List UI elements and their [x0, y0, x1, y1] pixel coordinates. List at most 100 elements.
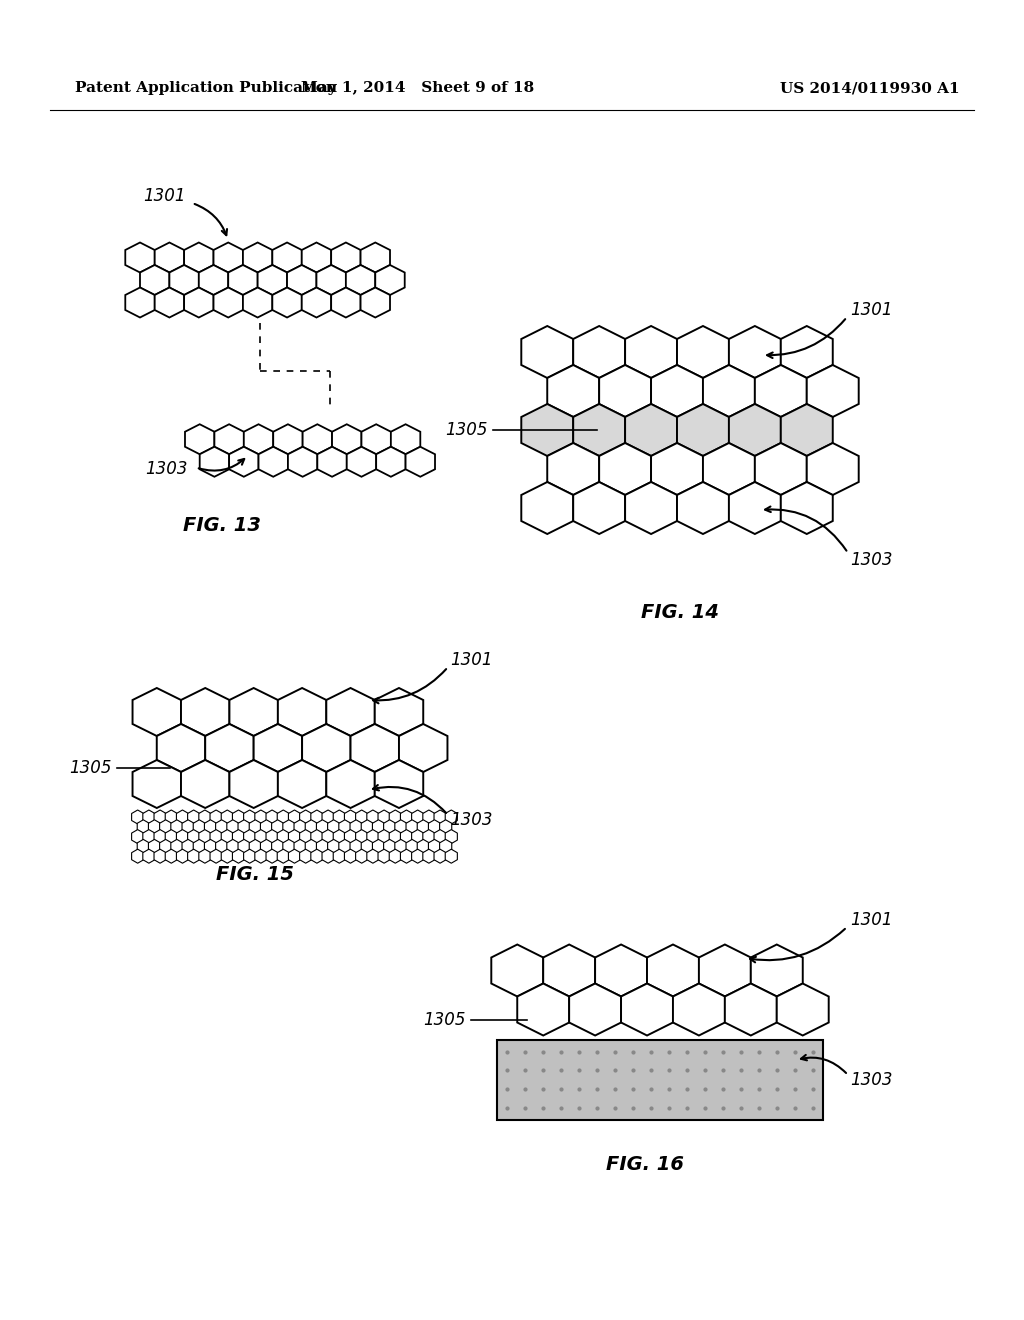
Polygon shape — [302, 723, 350, 772]
Polygon shape — [729, 404, 781, 455]
Polygon shape — [647, 945, 699, 997]
Polygon shape — [373, 820, 385, 834]
Polygon shape — [311, 849, 323, 863]
Polygon shape — [400, 810, 413, 824]
Polygon shape — [176, 849, 188, 863]
Polygon shape — [399, 723, 447, 772]
Polygon shape — [199, 810, 211, 824]
Polygon shape — [547, 444, 599, 495]
Polygon shape — [289, 849, 300, 863]
Polygon shape — [165, 829, 177, 843]
Polygon shape — [221, 849, 233, 863]
Polygon shape — [232, 829, 245, 843]
Polygon shape — [289, 810, 300, 824]
Polygon shape — [328, 820, 340, 834]
Polygon shape — [400, 849, 413, 863]
Polygon shape — [407, 820, 418, 834]
Polygon shape — [355, 829, 368, 843]
Polygon shape — [182, 820, 195, 834]
Polygon shape — [344, 829, 356, 843]
Polygon shape — [216, 820, 227, 834]
Polygon shape — [210, 849, 222, 863]
Polygon shape — [333, 829, 345, 843]
Text: 1305: 1305 — [70, 759, 112, 777]
Text: 1303: 1303 — [850, 1071, 893, 1089]
Polygon shape — [780, 404, 833, 455]
Polygon shape — [361, 424, 391, 454]
Polygon shape — [350, 840, 362, 854]
Polygon shape — [725, 983, 777, 1035]
Polygon shape — [367, 849, 379, 863]
Polygon shape — [244, 849, 256, 863]
Polygon shape — [137, 840, 150, 854]
Polygon shape — [157, 723, 205, 772]
Polygon shape — [445, 849, 458, 863]
Polygon shape — [165, 849, 177, 863]
Polygon shape — [517, 983, 569, 1035]
Polygon shape — [373, 840, 385, 854]
Polygon shape — [407, 840, 418, 854]
Polygon shape — [702, 444, 755, 495]
Polygon shape — [294, 840, 306, 854]
Polygon shape — [412, 829, 424, 843]
Polygon shape — [184, 288, 214, 318]
Polygon shape — [389, 810, 401, 824]
Polygon shape — [360, 243, 390, 272]
Polygon shape — [272, 243, 302, 272]
Polygon shape — [751, 945, 803, 997]
Text: 1305: 1305 — [445, 421, 488, 440]
Polygon shape — [375, 760, 423, 808]
Polygon shape — [278, 849, 290, 863]
Polygon shape — [132, 810, 143, 824]
Polygon shape — [266, 849, 279, 863]
Polygon shape — [625, 482, 677, 535]
Polygon shape — [395, 840, 407, 854]
Text: 1303: 1303 — [850, 550, 893, 569]
Polygon shape — [249, 820, 261, 834]
Polygon shape — [311, 810, 323, 824]
Polygon shape — [673, 983, 725, 1035]
Polygon shape — [249, 840, 261, 854]
Polygon shape — [272, 288, 302, 318]
Polygon shape — [406, 446, 435, 477]
Polygon shape — [169, 265, 199, 294]
Polygon shape — [428, 820, 440, 834]
Polygon shape — [266, 829, 279, 843]
Polygon shape — [328, 840, 340, 854]
Polygon shape — [423, 810, 435, 824]
Polygon shape — [244, 424, 273, 454]
Polygon shape — [375, 688, 423, 737]
Polygon shape — [412, 849, 424, 863]
Polygon shape — [445, 810, 458, 824]
Polygon shape — [543, 945, 595, 997]
Polygon shape — [702, 366, 755, 417]
Polygon shape — [547, 366, 599, 417]
Polygon shape — [283, 820, 295, 834]
Polygon shape — [360, 288, 390, 318]
Polygon shape — [367, 829, 379, 843]
Polygon shape — [492, 945, 544, 997]
Polygon shape — [258, 265, 287, 294]
Polygon shape — [132, 849, 143, 863]
Polygon shape — [347, 446, 376, 477]
Text: FIG. 16: FIG. 16 — [606, 1155, 684, 1175]
Text: May 1, 2014   Sheet 9 of 18: May 1, 2014 Sheet 9 of 18 — [301, 81, 535, 95]
Polygon shape — [573, 326, 626, 378]
Polygon shape — [573, 482, 626, 535]
Polygon shape — [187, 849, 200, 863]
Polygon shape — [305, 840, 317, 854]
Polygon shape — [339, 840, 351, 854]
Polygon shape — [423, 829, 435, 843]
Polygon shape — [132, 760, 181, 808]
Polygon shape — [333, 810, 345, 824]
Polygon shape — [305, 820, 317, 834]
Polygon shape — [777, 983, 828, 1035]
Polygon shape — [439, 840, 452, 854]
Polygon shape — [300, 810, 311, 824]
Polygon shape — [205, 840, 216, 854]
Polygon shape — [346, 265, 376, 294]
Polygon shape — [384, 840, 395, 854]
Polygon shape — [303, 424, 332, 454]
Polygon shape — [140, 265, 169, 294]
Polygon shape — [317, 446, 347, 477]
